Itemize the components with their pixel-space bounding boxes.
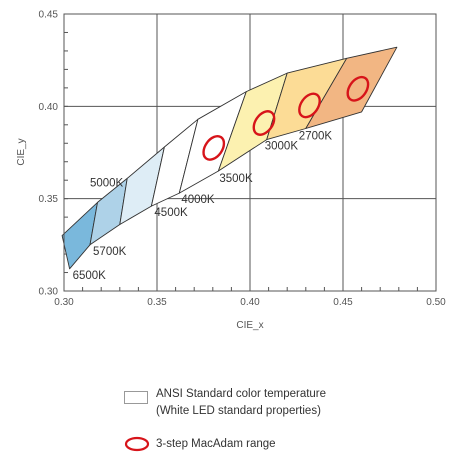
- y-axis-title: CIE_y: [16, 138, 27, 165]
- x-tick-label: 0.40: [240, 297, 260, 308]
- macadam-ellipse: [252, 110, 276, 136]
- x-tick-label: 0.50: [426, 297, 446, 308]
- axis-ticks: 0.30 0.35 0.40 0.45 0.50 0.30 0.35 0.40 0.45: [39, 10, 447, 309]
- y-tick-label: 0.40: [39, 102, 59, 113]
- region-label-2700k: 2700K: [299, 130, 333, 142]
- region-label-4500k: 4500K: [154, 207, 188, 219]
- legend-ansi-text: ANSI Standard color temperature (White L…: [156, 386, 326, 420]
- chromaticity-chart: 0.30 0.35 0.40 0.45 0.50 0.30 0.35 0.40 0.45 650…: [16, 10, 447, 332]
- region-label-5700k: 5700K: [93, 246, 127, 258]
- legend-macadam-text: 3-step MacAdam range: [156, 438, 276, 450]
- ansi-swatch-icon: [124, 391, 148, 404]
- y-tick-label: 0.45: [39, 10, 59, 21]
- x-tick-label: 0.35: [147, 297, 167, 308]
- y-tick-label: 0.35: [39, 194, 59, 205]
- legend-ansi-line2: (White LED standard properties): [156, 405, 321, 417]
- y-tick-label: 0.30: [39, 287, 59, 298]
- macadam-ellipse: [202, 134, 226, 161]
- legend: ANSI Standard color temperature (White L…: [124, 386, 326, 469]
- x-tick-label: 0.45: [333, 297, 353, 308]
- region-label-5000k: 5000K: [90, 177, 124, 189]
- region-label-4000k: 4000K: [181, 194, 215, 206]
- cct-regions: [61, 46, 398, 270]
- region-label-3500k: 3500K: [219, 173, 253, 185]
- legend-item-macadam: 3-step MacAdam range: [124, 436, 326, 453]
- region-label-3000k: 3000K: [265, 141, 299, 153]
- macadam-ellipse-icon: [124, 436, 150, 452]
- legend-item-ansi: ANSI Standard color temperature (White L…: [124, 386, 326, 420]
- x-tick-label: 0.30: [54, 297, 74, 308]
- legend-ansi-line1: ANSI Standard color temperature: [156, 388, 327, 400]
- x-axis-title: CIE_x: [236, 320, 263, 331]
- region-label-6500k: 6500K: [73, 270, 107, 282]
- macadam-ellipse: [298, 92, 321, 119]
- macadam-ellipses: [202, 75, 370, 161]
- macadam-ellipse: [346, 75, 370, 102]
- plot-frame: [63, 13, 437, 292]
